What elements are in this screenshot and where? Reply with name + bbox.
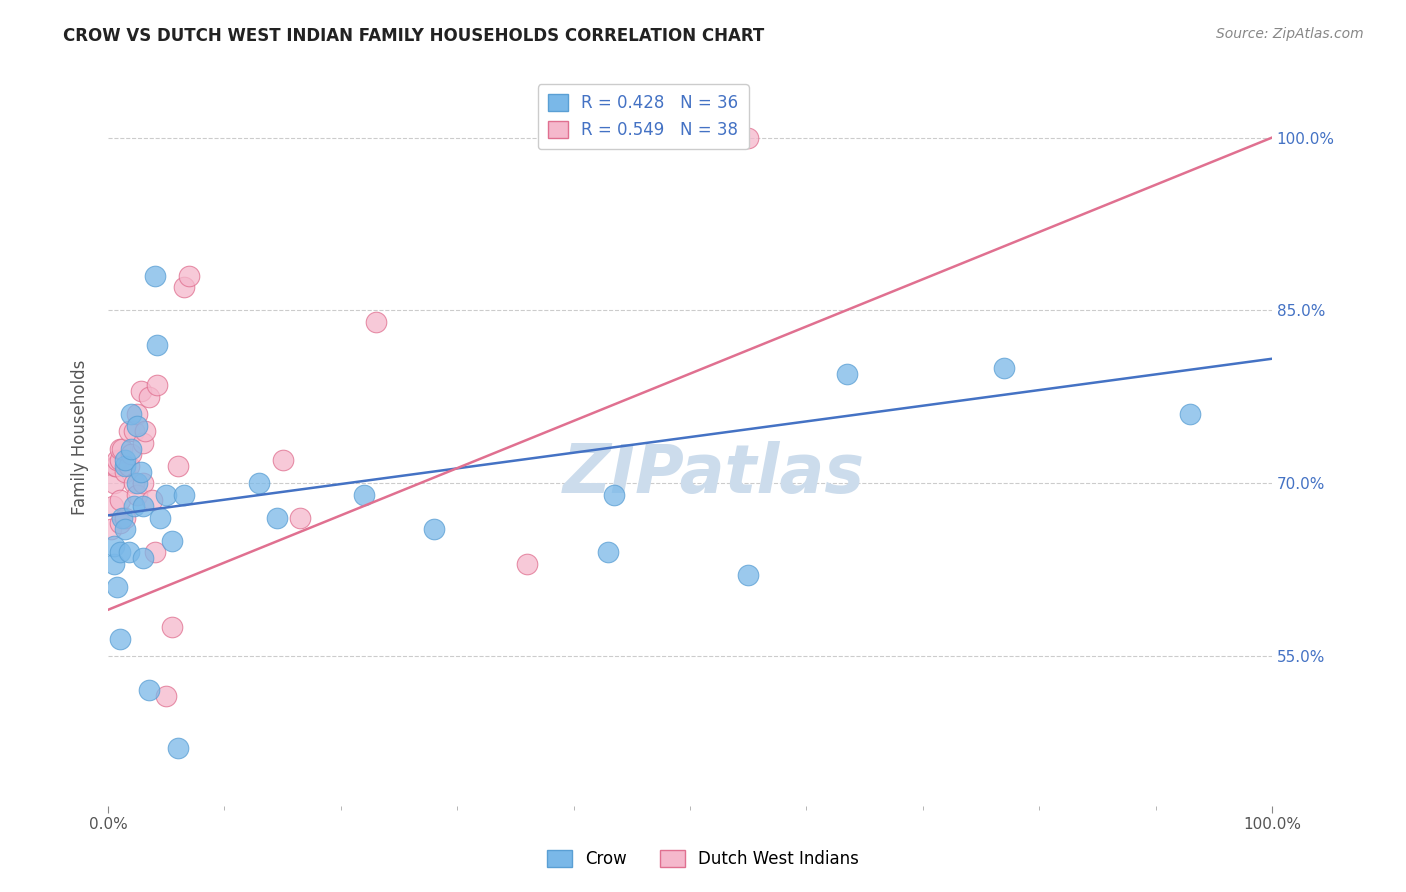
Point [127,407,149,421]
Point [993,361,1015,376]
Point [108,493,131,508]
Legend: Crow, Dutch West Indians: Crow, Dutch West Indians [540,843,866,875]
Point [114,510,136,524]
Point [173,488,195,502]
Point [129,465,152,479]
Point [101,499,124,513]
Point [108,516,131,531]
Point [108,545,131,559]
Point [132,435,155,450]
Point [129,384,152,398]
Point [155,689,177,703]
Point [105,453,128,467]
Point [166,458,188,473]
Point [138,390,160,404]
Point [120,442,142,456]
Point [146,338,169,352]
Point [108,453,131,467]
Point [114,453,136,467]
Text: Source: ZipAtlas.com: Source: ZipAtlas.com [1216,27,1364,41]
Point [835,367,858,381]
Point [364,315,387,329]
Point [108,632,131,646]
Point [100,522,122,536]
Point [166,741,188,756]
Point [134,425,156,439]
Point [516,557,538,571]
Point [132,476,155,491]
Point [122,476,145,491]
Point [105,458,128,473]
Text: CROW VS DUTCH WEST INDIAN FAMILY HOUSEHOLDS CORRELATION CHART: CROW VS DUTCH WEST INDIAN FAMILY HOUSEHO… [63,27,765,45]
Point [149,510,172,524]
Point [266,510,288,524]
Point [132,499,155,513]
Point [118,425,141,439]
Point [103,476,125,491]
Point [288,510,311,524]
Point [104,458,127,473]
Point [127,476,149,491]
Point [114,522,136,536]
Point [247,476,270,491]
Point [127,488,149,502]
Point [122,499,145,513]
Point [111,442,134,456]
Point [737,130,759,145]
Point [114,465,136,479]
Point [179,268,201,283]
Point [122,425,145,439]
Point [118,545,141,559]
Point [353,488,375,502]
Point [143,268,166,283]
Point [598,545,620,559]
Point [103,540,125,554]
Point [141,493,163,508]
Point [160,533,183,548]
Point [423,522,446,536]
Point [120,447,142,461]
Legend: R = 0.428   N = 36, R = 0.549   N = 38: R = 0.428 N = 36, R = 0.549 N = 38 [538,84,748,149]
Point [103,557,125,571]
Point [105,580,128,594]
Text: ZIPatlas: ZIPatlas [562,441,865,507]
Point [737,568,759,582]
Point [143,545,166,559]
Point [118,458,141,473]
Point [603,488,626,502]
Point [132,551,155,566]
Point [108,442,131,456]
Point [114,458,136,473]
Point [271,453,294,467]
Y-axis label: Family Households: Family Households [72,359,89,515]
Point [1180,407,1202,421]
Point [146,378,169,392]
Point [138,683,160,698]
Point [120,407,142,421]
Point [155,488,177,502]
Point [127,418,149,433]
Point [160,620,183,634]
Point [111,510,134,524]
Point [173,280,195,294]
